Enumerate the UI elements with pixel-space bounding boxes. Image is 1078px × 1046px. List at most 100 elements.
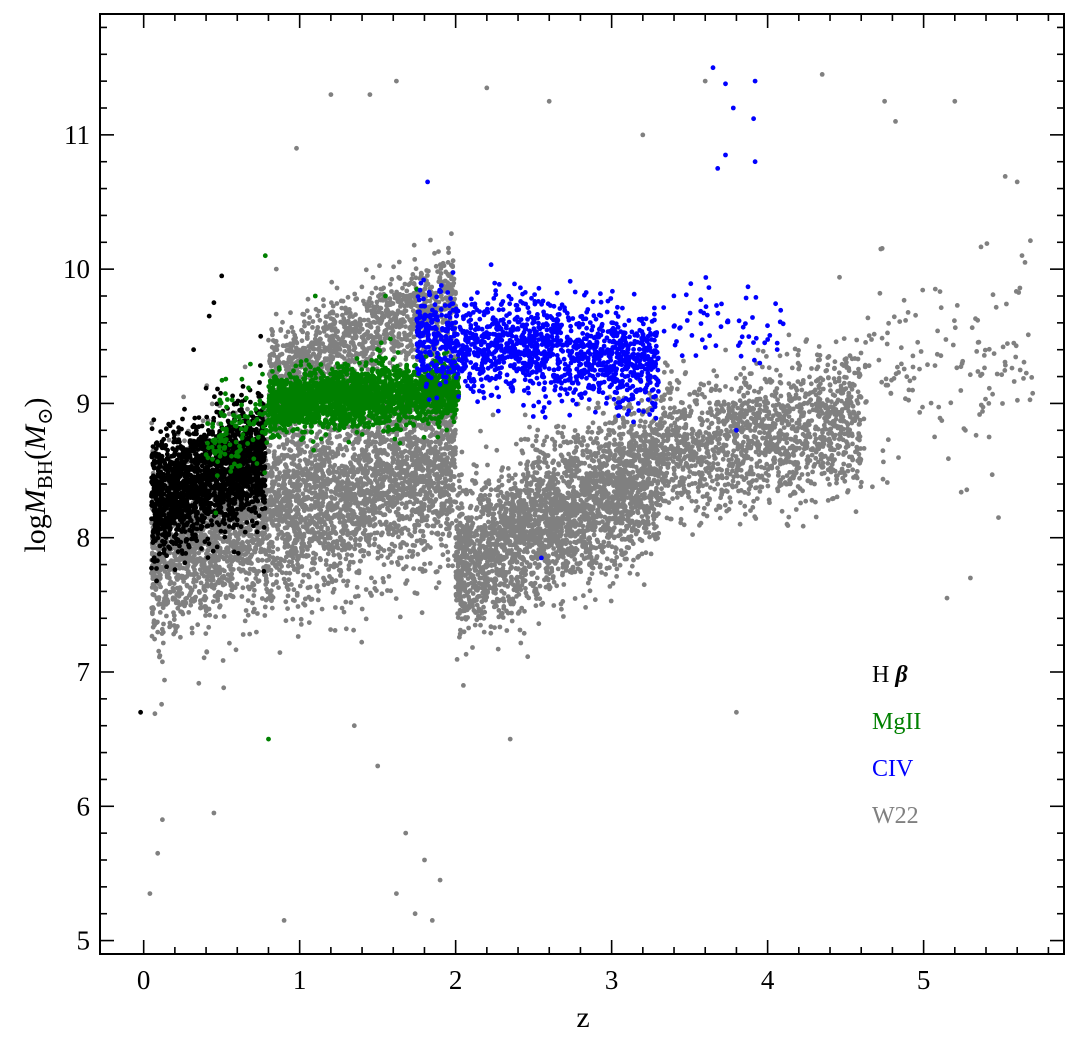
w22-point: [262, 517, 268, 523]
w22-point: [405, 527, 411, 533]
w22-point: [254, 629, 259, 635]
w22-point: [300, 477, 306, 483]
w22-point: [207, 560, 213, 565]
w22-point: [393, 490, 399, 496]
w22-point: [291, 483, 297, 489]
w22-point: [284, 495, 290, 501]
w22-point: [412, 529, 418, 535]
w22-point: [336, 492, 342, 498]
w22-point: [404, 454, 410, 460]
w22-point: [290, 563, 296, 569]
w22-point: [590, 440, 596, 446]
w22-point: [412, 461, 418, 466]
w22-point: [350, 516, 356, 521]
w22-point: [438, 455, 443, 460]
w22-point: [290, 616, 296, 622]
w22-point: [369, 430, 375, 436]
w22-point: [398, 450, 404, 455]
w22-point: [319, 483, 324, 489]
w22-point: [297, 449, 302, 455]
w22-point: [227, 640, 232, 646]
w22-point: [307, 584, 313, 590]
w22-point: [419, 425, 425, 431]
w22-point: [353, 536, 358, 542]
w22-point: [220, 575, 226, 580]
w22-point: [174, 577, 180, 582]
w22-point: [190, 549, 196, 554]
w22-point: [339, 469, 344, 475]
w22-point: [294, 505, 300, 510]
w22-point: [229, 540, 235, 545]
w22-point: [258, 546, 264, 552]
w22-point: [330, 470, 336, 475]
w22-point: [376, 429, 381, 434]
w22-point: [210, 577, 216, 583]
w22-point: [345, 496, 351, 501]
w22-point: [412, 434, 418, 440]
w22-point: [188, 590, 193, 596]
w22-point: [267, 548, 273, 554]
w22-point: [359, 606, 365, 612]
w22-point: [302, 457, 308, 463]
w22-point: [346, 563, 352, 568]
w22-point: [552, 446, 558, 452]
w22-point: [326, 516, 332, 522]
w22-point: [417, 505, 423, 511]
w22-point: [396, 461, 402, 466]
w22-point: [285, 538, 290, 544]
w22-point: [412, 590, 418, 596]
w22-point: [283, 554, 289, 560]
w22-point: [427, 561, 433, 566]
w22-point: [332, 512, 337, 518]
w22-point: [239, 567, 244, 573]
w22-point: [428, 450, 434, 456]
w22-point: [238, 546, 244, 551]
w22-point: [185, 564, 190, 570]
w22-point: [290, 597, 296, 603]
w22-point: [534, 575, 540, 581]
w22-point: [351, 492, 357, 497]
w22-point: [456, 478, 462, 484]
w22-point: [282, 482, 288, 487]
w22-point: [409, 533, 414, 539]
w22-point: [347, 502, 353, 508]
w22-point: [445, 563, 451, 569]
w22-point: [314, 442, 320, 448]
w22-point: [325, 481, 331, 487]
w22-point: [221, 556, 227, 562]
w22-point: [635, 571, 640, 577]
w22-point: [432, 486, 437, 491]
w22-point: [203, 613, 208, 618]
w22-point: [180, 611, 186, 617]
w22-point: [332, 561, 337, 567]
w22-point: [349, 552, 355, 558]
w22-point: [321, 582, 327, 588]
w22-point: [217, 569, 222, 574]
w22-point: [293, 498, 299, 504]
w22-point: [401, 566, 406, 572]
w22-point: [385, 524, 390, 530]
w22-point: [414, 538, 420, 544]
w22-point: [412, 483, 418, 489]
w22-point: [363, 616, 369, 622]
w22-point: [439, 480, 445, 486]
w22-point: [313, 457, 318, 463]
w22-point: [220, 582, 226, 588]
w22-point: [308, 466, 314, 471]
w22-point: [248, 538, 254, 544]
w22-point: [210, 599, 216, 605]
w22-point: [374, 588, 379, 593]
w22-point: [287, 514, 293, 520]
w22-point: [306, 620, 312, 625]
w22-point: [420, 533, 426, 539]
w22-point: [276, 459, 282, 465]
w22-point: [344, 583, 350, 588]
w22-point: [357, 558, 363, 564]
w22-point: [428, 461, 434, 467]
w22-point: [339, 463, 345, 469]
w22-point: [401, 468, 407, 473]
w22-point: [285, 544, 291, 549]
scatter-points: [138, 65, 1036, 923]
w22-point: [176, 562, 182, 567]
w22-point: [318, 467, 324, 473]
